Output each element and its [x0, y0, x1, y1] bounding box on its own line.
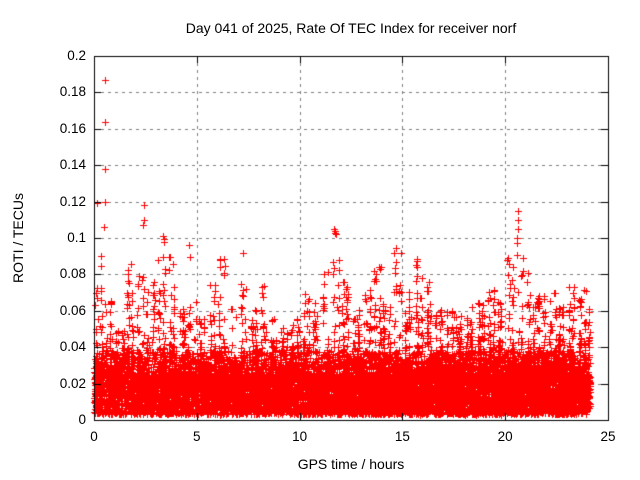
x-tick-label: 10 [292, 429, 308, 444]
y-tick-label: 0.16 [59, 120, 86, 136]
x-tick-label: 25 [600, 429, 616, 444]
y-tick-label: 0.18 [59, 84, 86, 100]
y-tick-label: 0.02 [59, 375, 86, 391]
x-tick-label: 15 [394, 429, 410, 444]
x-tick-label: 20 [497, 429, 513, 444]
x-tick-label: 5 [193, 429, 201, 444]
y-tick-label: 0.1 [67, 230, 86, 245]
y-axis-label: ROTI / TECUs [10, 193, 26, 283]
x-axis-label: GPS time / hours [297, 456, 405, 472]
y-tick-label: 0 [78, 412, 86, 427]
chart-title: Day 041 of 2025, Rate Of TEC Index for r… [185, 20, 517, 36]
y-tick-label: 0.04 [59, 339, 86, 355]
y-tick-label: 0.2 [67, 48, 86, 63]
y-tick-label: 0.14 [59, 157, 86, 173]
x-tick-label: 0 [90, 429, 98, 444]
y-tick-label: 0.08 [59, 266, 86, 282]
y-tick-label: 0.06 [59, 302, 86, 318]
y-tick-label: 0.12 [59, 193, 86, 209]
